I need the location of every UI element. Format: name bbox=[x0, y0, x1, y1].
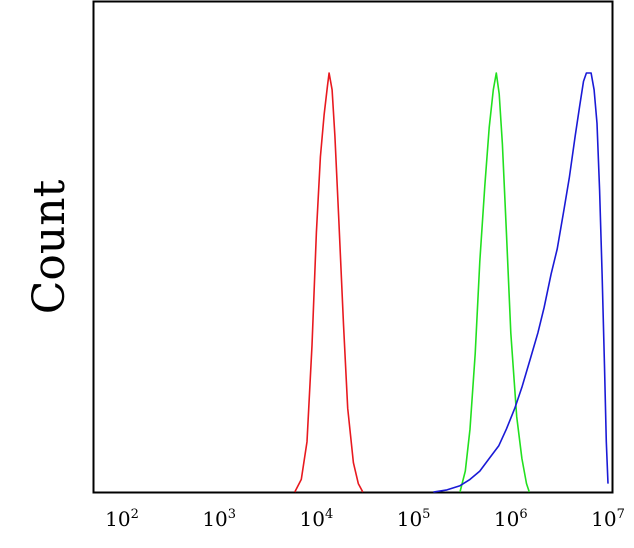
x-tick-label-4: 106 bbox=[494, 507, 528, 531]
series-line-2 bbox=[433, 72, 609, 493]
x-tick-label-0: 102 bbox=[105, 507, 139, 531]
x-tick-label-1: 103 bbox=[202, 507, 236, 531]
series-layer bbox=[294, 72, 609, 493]
series-line-1 bbox=[459, 72, 531, 493]
x-tick-label-5: 107 bbox=[591, 507, 625, 531]
x-tick-label-2: 104 bbox=[300, 507, 334, 531]
plot-frame bbox=[92, 0, 614, 494]
x-tick-label-3: 105 bbox=[397, 507, 431, 531]
x-tick-labels: 102 103 104 105 106 107 bbox=[105, 507, 625, 531]
series-line-0 bbox=[294, 72, 364, 493]
y-axis-label: Count bbox=[24, 179, 75, 314]
